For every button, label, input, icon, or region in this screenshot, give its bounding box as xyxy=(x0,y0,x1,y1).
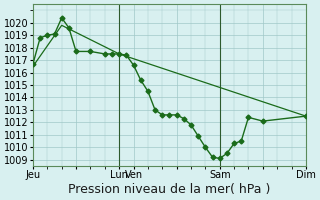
X-axis label: Pression niveau de la mer( hPa ): Pression niveau de la mer( hPa ) xyxy=(68,183,271,196)
